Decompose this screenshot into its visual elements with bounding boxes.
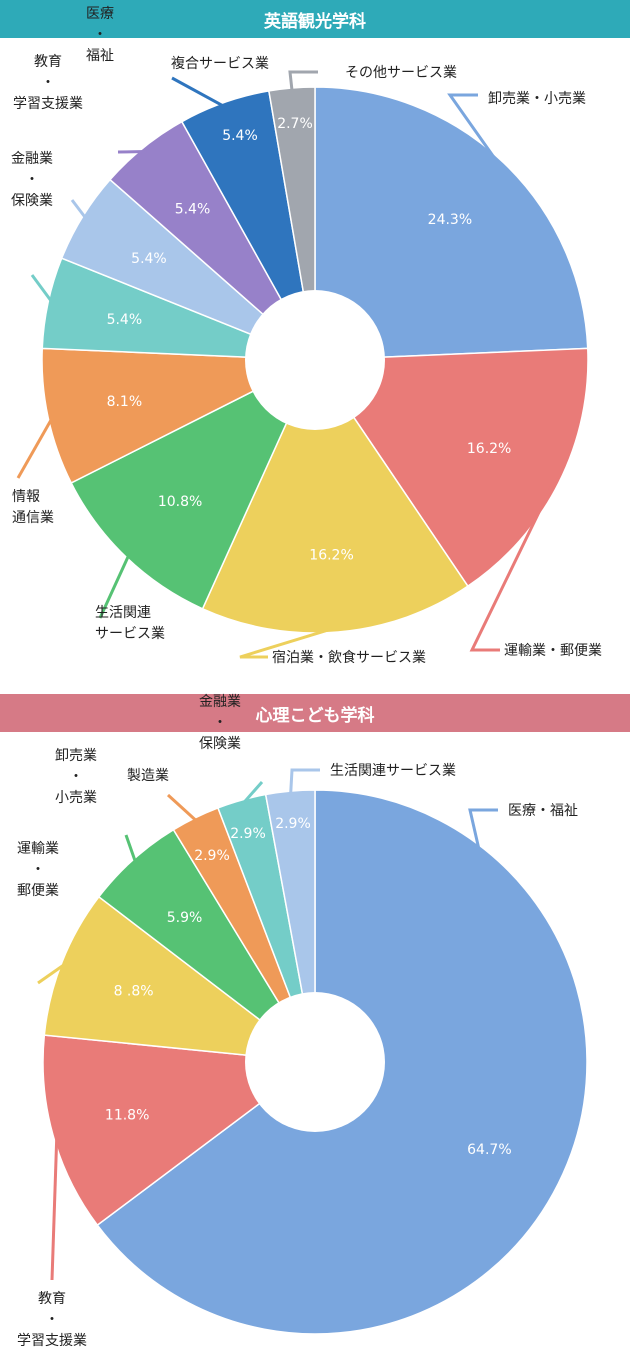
leader-line — [16, 415, 55, 479]
slice-category-label: 金融業・保険業 — [199, 694, 241, 752]
leader-line — [30, 274, 55, 305]
leader-line — [171, 76, 227, 109]
slice-value-label: 8.1% — [107, 394, 143, 410]
slice-category-label: その他サービス業 — [345, 65, 457, 81]
pie-slice — [314, 86, 589, 361]
slice-category-label: 運輸業・郵便業 — [504, 643, 602, 659]
slice-category-label: 運輸業・郵便業 — [17, 841, 59, 899]
slice-category-label: 教育・学習支援業 — [13, 54, 83, 112]
slice-value-label: 64.7% — [467, 1142, 511, 1158]
slice-category-label: 宿泊業・飲食サービス業 — [272, 649, 426, 666]
slice-category-label: 医療・福祉 — [508, 802, 578, 819]
pie-slice — [42, 1034, 317, 1227]
leader-line — [166, 793, 198, 823]
slice-value-label: 16.2% — [467, 441, 511, 457]
leader-line — [98, 552, 131, 619]
labels: 64.7% 医療・福祉 11.8% 教育・学習支援業 8 .8% 運輸業・郵便業 5.9% 卸… — [17, 694, 578, 1349]
leader-line — [50, 1133, 59, 1281]
slice-value-label: 5.9% — [167, 910, 203, 926]
slice-value-label: 8 .8% — [114, 983, 154, 999]
donut-hole — [245, 992, 385, 1132]
slice-value-label: 16.2% — [309, 547, 353, 563]
leader-line — [468, 808, 557, 1183]
chart-title-psychology-children: 心理こども学科 — [0, 694, 630, 732]
slice-value-label: 5.4% — [222, 128, 258, 144]
labels: 24.3% 卸売業・小売業 16.2% 運輸業・郵便業 16.2% 宿泊業・飲食サービス業… — [11, 5, 602, 666]
leader-line — [124, 834, 138, 864]
pie-slice — [201, 358, 469, 634]
pie-slice — [43, 895, 318, 1064]
slice-category-label: 医療・福祉 — [86, 5, 114, 64]
slice-value-label: 10.8% — [158, 494, 202, 510]
slice-category-label: 製造業 — [127, 768, 169, 784]
slice-value-label: 11.8% — [105, 1107, 149, 1123]
slice-category-label: 卸売業・小売業 — [55, 748, 97, 806]
pie-slice — [70, 358, 317, 610]
slice-category-label: 複合サービス業 — [171, 55, 269, 72]
leader-line — [289, 768, 320, 796]
slice-category-label: 金融業・保険業 — [11, 151, 53, 209]
leader-line — [239, 625, 339, 659]
leader-line — [241, 781, 264, 805]
slice-category-label: 教育・学習支援業 — [17, 1291, 87, 1349]
slice-value-label: 2.9% — [275, 816, 311, 832]
slice-category-label: 卸売業・小売業 — [488, 91, 586, 107]
slice-category-label: 生活関連サービス業 — [330, 763, 456, 779]
leader-line — [117, 149, 147, 154]
slices — [42, 789, 588, 1335]
chart-title-english-tourism: 英語観光学科 — [0, 0, 630, 38]
pie-slice — [313, 347, 589, 588]
slice-category-label: 生活関連サービス業 — [95, 605, 165, 642]
leader-line — [447, 93, 502, 168]
leader-line — [37, 962, 67, 985]
slices — [41, 86, 589, 634]
slice-value-label: 5.4% — [107, 312, 143, 328]
slice-value-label: 2.9% — [194, 848, 230, 864]
leader-line — [70, 199, 88, 221]
slice-value-label: 2.9% — [230, 826, 266, 842]
donut-hole — [245, 290, 385, 430]
slice-category-label: 情報通信業 — [12, 489, 54, 526]
slice-value-label: 24.3% — [428, 212, 472, 228]
leader-line — [469, 479, 556, 652]
leader-line — [288, 70, 318, 94]
pie-chart-english-tourism: 24.3% 卸売業・小売業 16.2% 運輸業・郵便業 16.2% 宿泊業・飲食サービス業… — [11, 5, 602, 666]
slice-value-label: 2.7% — [277, 116, 313, 132]
pie-slice — [41, 347, 318, 484]
slice-value-label: 5.4% — [175, 201, 211, 217]
slice-value-label: 5.4% — [131, 251, 167, 267]
